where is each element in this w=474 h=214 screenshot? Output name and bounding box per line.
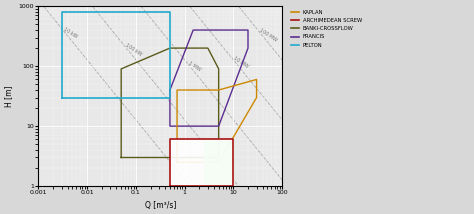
Text: 10 MW: 10 MW	[232, 55, 249, 69]
Text: 1 MW: 1 MW	[188, 61, 202, 73]
Text: 100 MW: 100 MW	[258, 28, 278, 43]
X-axis label: Q [m³/s]: Q [m³/s]	[145, 201, 176, 210]
Polygon shape	[170, 140, 233, 186]
Text: 100 kW: 100 kW	[125, 43, 143, 57]
Polygon shape	[204, 140, 233, 186]
Text: 10 kW: 10 kW	[62, 26, 78, 39]
Y-axis label: H [m]: H [m]	[4, 85, 13, 107]
Legend: KAPLAN, ARCHIMEDEAN SCREW, BANKI-CROSSFLOW, FRANCIS, PELTON: KAPLAN, ARCHIMEDEAN SCREW, BANKI-CROSSFL…	[290, 9, 363, 49]
